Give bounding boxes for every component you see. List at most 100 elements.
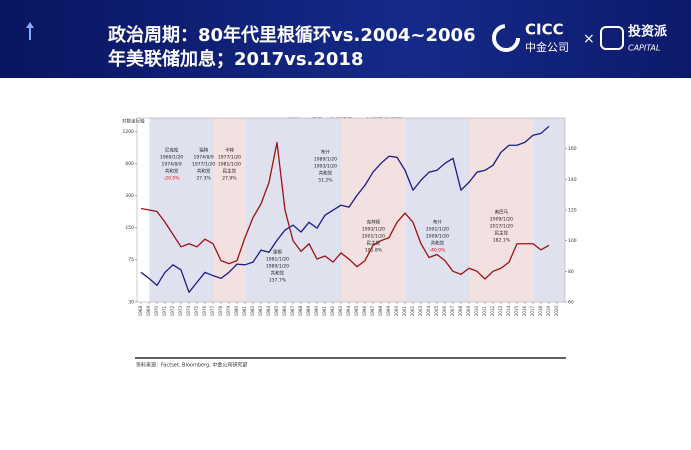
x-tick-label: 1991 <box>322 306 327 317</box>
party-band <box>405 118 470 302</box>
band-label: 民主党 <box>367 240 381 247</box>
x-tick-label: 2003 <box>418 306 423 317</box>
x-tick-label: 2011 <box>482 306 487 317</box>
band-label: 奥巴马 <box>495 209 509 216</box>
x-tick-label: 1978 <box>218 306 223 317</box>
x-tick-label: 2008 <box>458 306 463 317</box>
y-tick-label: 30 <box>128 300 134 306</box>
x-tick-label: 1994 <box>346 306 351 317</box>
band-label: 1981/1/20 <box>218 162 241 168</box>
x-tick-label: 1998 <box>378 306 383 317</box>
x-tick-label: 1977 <box>210 306 215 317</box>
y-tick-label: 75 <box>128 257 134 263</box>
y2-tick-label: 120 <box>568 208 577 214</box>
y2-tick-label: 160 <box>568 146 577 152</box>
band-label: 1989/1/20 <box>314 157 337 163</box>
header: 政治周期：80年代里根循环vs.2004~2006 年美联储加息；2017vs.… <box>0 0 691 78</box>
x-tick-label: 1983 <box>258 306 263 317</box>
band-label: 1981/1/20 <box>266 257 289 263</box>
x-tick-label: 1979 <box>226 306 231 317</box>
band-label: 1977/1/20 <box>192 162 215 168</box>
x-tick-label: 1972 <box>170 306 175 317</box>
x-tick-label: 1988 <box>298 306 303 317</box>
band-label: 1993/1/20 <box>362 227 385 233</box>
x-tick-label: 2013 <box>498 306 503 317</box>
x-tick-label: 1975 <box>194 306 199 317</box>
x-tick-label: 2000 <box>394 306 399 317</box>
logo-text: 投资派 <box>628 24 668 40</box>
band-label: 克林顿 <box>367 219 381 226</box>
x-tick-label: 2002 <box>410 306 415 317</box>
band-label: 2001/1/20 <box>426 227 449 233</box>
x-tick-label: 1993 <box>338 306 343 317</box>
band-label: 2009/1/20 <box>426 234 449 240</box>
x-tick-label: 1982 <box>250 306 255 317</box>
x-tick-label: 2014 <box>506 306 511 317</box>
x-tick-label: 1980 <box>234 306 239 317</box>
band-label: 1969/1/20 <box>160 155 183 161</box>
x-tick-label: 1970 <box>154 306 159 317</box>
band-label: -20.5% <box>164 176 181 182</box>
band-label: 尼克松 <box>165 147 179 154</box>
party-band <box>469 118 534 302</box>
party-band <box>533 118 565 302</box>
band-label: 2009/1/20 <box>490 217 513 223</box>
source-note: 资料来源：Factset, Bloomberg, 中金公司研究部 <box>136 362 247 369</box>
band-label: 1989/1/20 <box>266 264 289 270</box>
chart: 标普500指数、美元指数 vs. 美国政治周期 对数坐标轴 资料来源：Facts… <box>122 117 577 369</box>
band-label: 51.2% <box>318 178 333 184</box>
band-label: 民主党 <box>495 230 509 237</box>
band-label: 共和党 <box>319 170 333 177</box>
logo-text: 中金公司 <box>525 40 569 54</box>
band-label: 民主党 <box>223 168 237 175</box>
party-band <box>309 118 342 302</box>
band-label: 里根 <box>273 249 282 256</box>
x-tick-label: 2012 <box>490 306 495 317</box>
logo-text: CICC <box>525 21 564 39</box>
band-label: 共和党 <box>271 270 285 277</box>
x-tick-label: 1969 <box>146 306 151 317</box>
band-label: 2001/1/20 <box>362 234 385 240</box>
x-tick-label: 1986 <box>282 306 287 317</box>
title-line: 政治周期：80年代里根循环vs.2004~2006 <box>108 24 476 46</box>
x-tick-label: 1996 <box>362 306 367 317</box>
logo-icon <box>600 26 624 50</box>
band-label: 182.1% <box>493 238 511 244</box>
band-label: 共和党 <box>197 168 211 175</box>
x-tick-label: 1990 <box>314 306 319 317</box>
x-tick-label: 1976 <box>202 306 207 317</box>
x-tick-label: 1992 <box>330 306 335 317</box>
x-tick-label: 1999 <box>386 306 391 317</box>
x-tick-label: 2017 <box>530 306 535 317</box>
band-label: 1977/1/20 <box>218 155 241 161</box>
band-label: 卡特 <box>225 147 234 154</box>
x-tick-label: 1968 <box>138 306 143 317</box>
x-tick-label: 1987 <box>290 306 295 317</box>
band-label: 共和党 <box>431 240 445 247</box>
band-label: 福特 <box>199 147 208 154</box>
band-label: 105.8% <box>365 248 383 254</box>
y-tick-label: 300 <box>125 193 134 199</box>
x-tick-label: 1971 <box>162 306 167 317</box>
title-line: 年美联储加息；2017vs.2018 <box>108 48 363 70</box>
y2-tick-label: 140 <box>568 177 577 183</box>
x-tick-label: 1995 <box>354 306 359 317</box>
band-label: 布什 <box>433 219 442 226</box>
x-tick-label: 1989 <box>306 306 311 317</box>
x-tick-label: 2010 <box>474 306 479 317</box>
x-tick-label: 1973 <box>178 306 183 317</box>
x-tick-label: 2004 <box>426 306 431 317</box>
series-line <box>140 141 550 280</box>
x-tick-label: 2009 <box>466 306 471 317</box>
band-label: 137.7% <box>269 278 287 284</box>
x-tick-label: 2007 <box>450 306 455 317</box>
band-label: 1974/8/9 <box>161 162 181 168</box>
header-bg <box>0 0 691 78</box>
y-tick-label: 600 <box>125 161 134 167</box>
x-tick-label: 2005 <box>434 306 439 317</box>
x-tick-label: 2001 <box>402 306 407 317</box>
y-axis-label: 对数坐标轴 <box>122 118 145 125</box>
x-tick-label: 1974 <box>186 306 191 317</box>
y2-tick-label: 100 <box>568 238 577 244</box>
